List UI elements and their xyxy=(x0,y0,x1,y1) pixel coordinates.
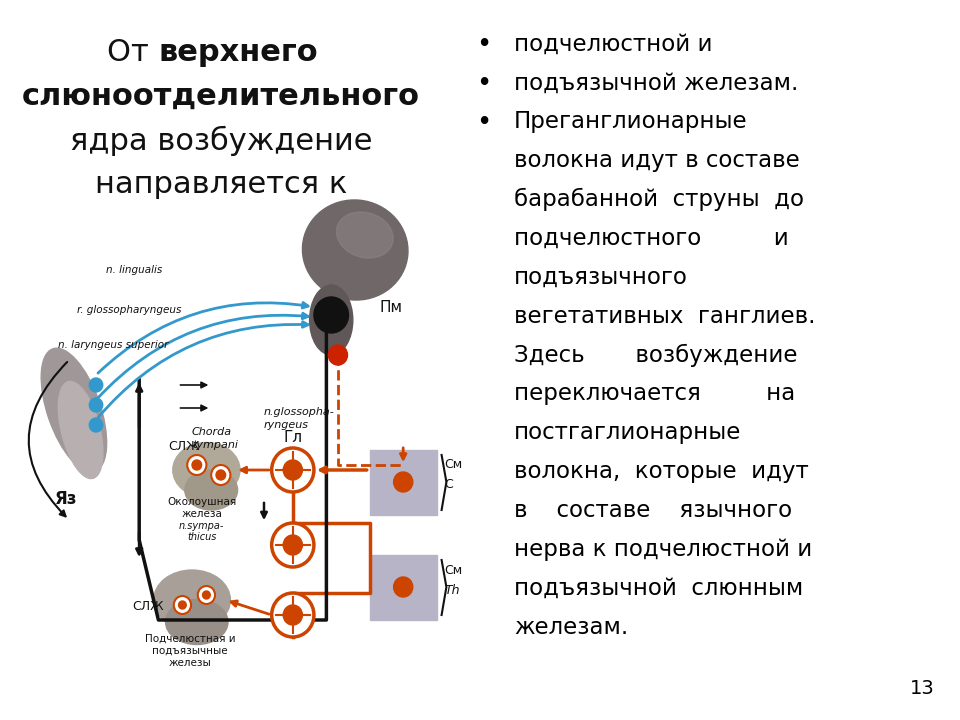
Circle shape xyxy=(272,593,314,637)
Ellipse shape xyxy=(59,382,103,479)
Text: волокна,  которые  идут: волокна, которые идут xyxy=(514,460,808,483)
Text: ryngeus: ryngeus xyxy=(264,420,309,430)
Text: C: C xyxy=(444,479,453,492)
Text: подъязычной железам.: подъязычной железам. xyxy=(514,71,799,94)
Circle shape xyxy=(187,455,206,475)
Text: ядра возбуждение: ядра возбуждение xyxy=(69,126,372,156)
Ellipse shape xyxy=(41,348,107,472)
Text: направляется к: направляется к xyxy=(95,170,347,199)
Ellipse shape xyxy=(309,285,353,355)
Circle shape xyxy=(394,577,413,597)
Circle shape xyxy=(179,601,186,609)
Circle shape xyxy=(216,470,226,480)
Circle shape xyxy=(89,398,103,412)
Text: барабанной  струны  до: барабанной струны до xyxy=(514,188,804,211)
Text: Подчелюстная и: Подчелюстная и xyxy=(145,634,235,644)
Circle shape xyxy=(394,472,413,492)
Text: См: См xyxy=(444,564,463,577)
Text: thicus: thicus xyxy=(187,532,216,542)
Ellipse shape xyxy=(302,200,408,300)
Text: Яз: Яз xyxy=(55,490,77,508)
Circle shape xyxy=(283,535,302,555)
Text: верхнего: верхнего xyxy=(158,38,318,67)
Text: подъязычные: подъязычные xyxy=(153,646,228,656)
Circle shape xyxy=(211,465,230,485)
Text: •: • xyxy=(476,32,492,58)
Text: n.sympa-: n.sympa- xyxy=(179,521,225,531)
Text: См: См xyxy=(444,459,463,472)
Circle shape xyxy=(328,345,348,365)
Text: вегетативных  ганглиев.: вегетативных ганглиев. xyxy=(514,305,815,328)
Text: СЛЖ: СЛЖ xyxy=(168,440,200,453)
Text: Th: Th xyxy=(444,583,460,596)
Text: переключается         на: переключается на xyxy=(514,382,795,405)
Text: нерва к подчелюстной и: нерва к подчелюстной и xyxy=(514,538,812,561)
Circle shape xyxy=(192,460,202,470)
Text: волокна идут в составе: волокна идут в составе xyxy=(514,149,800,172)
Ellipse shape xyxy=(184,470,238,510)
Text: Гл: Гл xyxy=(283,430,302,445)
FancyBboxPatch shape xyxy=(370,450,437,515)
Circle shape xyxy=(198,586,215,604)
Circle shape xyxy=(272,523,314,567)
Text: n. laryngeus superior: n. laryngeus superior xyxy=(58,340,168,350)
Text: подъязычной  слюнным: подъязычной слюнным xyxy=(514,577,804,600)
Text: в    составе    язычного: в составе язычного xyxy=(514,499,792,522)
Text: n. lingualis: n. lingualis xyxy=(106,265,162,275)
FancyBboxPatch shape xyxy=(370,555,437,620)
Ellipse shape xyxy=(173,443,240,498)
Text: Околоушная: Околоушная xyxy=(167,497,236,507)
Ellipse shape xyxy=(165,600,228,644)
Text: n.glossopha-: n.glossopha- xyxy=(264,407,335,417)
Text: Преганглионарные: Преганглионарные xyxy=(514,110,748,133)
Ellipse shape xyxy=(154,570,230,630)
Text: 13: 13 xyxy=(910,680,935,698)
Text: СЛЖ: СЛЖ xyxy=(132,600,164,613)
Circle shape xyxy=(283,605,302,625)
Text: •: • xyxy=(476,71,492,97)
Text: железам.: железам. xyxy=(514,616,628,639)
Text: От: От xyxy=(107,38,158,67)
Text: tympani: tympani xyxy=(192,440,238,450)
Text: железа: железа xyxy=(181,509,222,519)
Text: подчелюстной и: подчелюстной и xyxy=(514,32,712,55)
Circle shape xyxy=(283,460,302,480)
Circle shape xyxy=(203,591,210,599)
Text: Пм: Пм xyxy=(379,300,402,315)
Text: •: • xyxy=(476,110,492,136)
Text: Здесь       возбуждение: Здесь возбуждение xyxy=(514,343,798,366)
Ellipse shape xyxy=(336,212,394,258)
Text: подъязычного: подъязычного xyxy=(514,266,687,289)
Circle shape xyxy=(314,297,348,333)
Circle shape xyxy=(272,448,314,492)
Text: постгаглионарные: постгаглионарные xyxy=(514,421,741,444)
Text: железы: железы xyxy=(169,658,211,668)
Circle shape xyxy=(89,378,103,392)
Text: Chorda: Chorda xyxy=(192,427,232,437)
Text: r. glossopharyngeus: r. glossopharyngeus xyxy=(77,305,181,315)
Text: слюноотделительного: слюноотделительного xyxy=(22,82,420,111)
Circle shape xyxy=(89,418,103,432)
Text: подчелюстного          и: подчелюстного и xyxy=(514,227,789,250)
Circle shape xyxy=(174,596,191,614)
